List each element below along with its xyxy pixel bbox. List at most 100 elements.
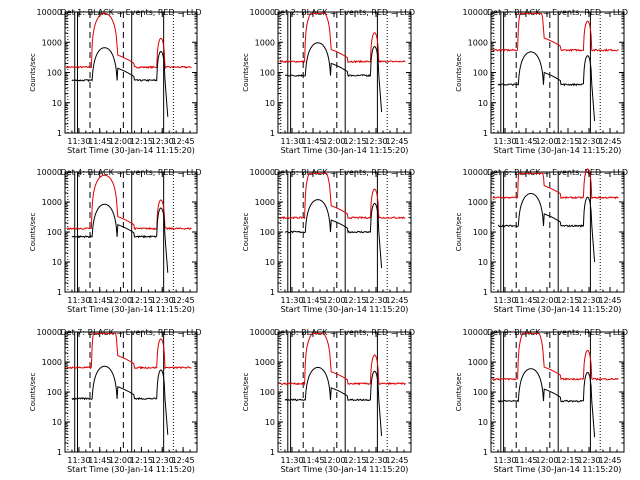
x-tick-label: 11:45	[514, 137, 537, 146]
plot-frame	[490, 11, 625, 134]
x-tick-label: 12:00	[109, 137, 132, 146]
chart-panel-6: 1 10 100 1000 10000 11:3011:4512:0012:1512:30…	[455, 168, 628, 314]
y-tick-label: 1000	[468, 358, 488, 367]
y-tick-label: 100	[260, 69, 275, 78]
chart-panel-9: 1 10 100 1000 10000 11:3011:4512:0012:1512:30…	[455, 328, 628, 474]
x-tick-label: 11:30	[280, 296, 303, 305]
x-tick-label: 12:30	[151, 137, 174, 146]
y-tick-label: 1	[270, 129, 275, 138]
x-tick-label: 12:45	[172, 296, 195, 305]
x-tick-label: 12:30	[577, 456, 600, 465]
x-tick-label: 11:45	[301, 137, 324, 146]
x-tick-label: 12:30	[577, 296, 600, 305]
events-series-line	[285, 42, 383, 112]
y-tick-label: 10000	[37, 328, 62, 337]
chart-panel-2: 1 10 100 1000 10000 11:3011:4512:0012:1512:30…	[242, 8, 415, 155]
chart-title: Det 4: BLACK = Events, RED = LLD	[61, 168, 202, 177]
y-axis-label: Counts/sec	[455, 213, 463, 252]
chart-panel-1: 1 10 100 1000 10000 11:3011:4512:0012:1512:30…	[29, 8, 201, 155]
y-axis-label: Counts/sec	[455, 53, 463, 92]
x-tick-label: 11:30	[280, 137, 303, 146]
chart-title: Det 8: BLACK = Events, RED = LLD	[274, 328, 415, 337]
chart-title: Det 2: BLACK = Events, RED = LLD	[274, 8, 415, 17]
events-series-line	[497, 368, 596, 438]
x-tick-label: 12:15	[556, 456, 579, 465]
x-tick-label: 11:45	[514, 296, 537, 305]
events-series-line	[284, 366, 383, 436]
lld-series-line	[66, 332, 192, 370]
lld-series-line	[65, 12, 192, 70]
y-tick-label: 1000	[468, 198, 488, 207]
y-tick-label: 10	[265, 258, 275, 267]
chart-panel-8: 1 10 100 1000 10000 11:3011:4512:0012:1512:30…	[242, 328, 415, 474]
y-tick-label: 10	[52, 418, 62, 427]
events-series-line	[71, 47, 169, 117]
x-tick-label: 12:15	[343, 137, 366, 146]
x-tick-label: 12:45	[385, 137, 408, 146]
chart-title: Det 1: BLACK = Events, RED = LLD	[61, 8, 202, 17]
y-tick-label: 100	[473, 69, 488, 78]
y-tick-label: 1	[57, 288, 62, 297]
x-tick-label: 12:45	[172, 456, 195, 465]
events-series-line	[71, 365, 169, 435]
y-axis-label: Counts/sec	[455, 373, 463, 412]
y-tick-label: 10000	[463, 168, 488, 177]
y-tick-label: 10000	[37, 8, 62, 17]
x-tick-label: 12:45	[172, 137, 195, 146]
y-tick-label: 10000	[37, 168, 62, 177]
y-axis-label: Counts/sec	[242, 53, 250, 92]
x-tick-label: 12:15	[343, 296, 366, 305]
lld-series-line	[491, 332, 619, 381]
plot-frame	[277, 11, 412, 134]
x-tick-label: 11:45	[88, 296, 111, 305]
plot-frame	[490, 331, 625, 453]
x-tick-label: 12:15	[343, 456, 366, 465]
y-tick-label: 10000	[463, 8, 488, 17]
x-axis-label: Start Time (30-Jan-14 11:15:20)	[67, 465, 195, 474]
x-tick-label: 12:15	[556, 137, 579, 146]
y-tick-label: 1000	[42, 38, 62, 47]
y-tick-label: 10000	[250, 8, 275, 17]
y-tick-label: 1000	[42, 358, 62, 367]
x-axis-label: Start Time (30-Jan-14 11:15:20)	[494, 465, 622, 474]
y-axis-label: Counts/sec	[29, 373, 37, 412]
y-tick-label: 10	[52, 99, 62, 108]
y-tick-label: 1000	[42, 198, 62, 207]
lld-series-line	[279, 332, 406, 386]
y-tick-label: 10000	[463, 328, 488, 337]
y-axis-label: Counts/sec	[242, 373, 250, 412]
y-tick-label: 1000	[255, 38, 275, 47]
x-tick-label: 12:30	[151, 456, 174, 465]
y-tick-label: 100	[473, 388, 488, 397]
y-tick-label: 1	[57, 129, 62, 138]
x-tick-label: 12:45	[598, 137, 621, 146]
x-axis-label: Start Time (30-Jan-14 11:15:20)	[67, 305, 195, 314]
chart-title: Det 5: BLACK = Events, RED = LLD	[274, 168, 415, 177]
x-tick-label: 12:00	[322, 456, 345, 465]
y-tick-label: 100	[260, 388, 275, 397]
x-tick-label: 12:30	[364, 456, 387, 465]
x-axis-label: Start Time (30-Jan-14 11:15:20)	[67, 146, 195, 155]
y-tick-label: 10	[52, 258, 62, 267]
y-tick-label: 100	[260, 228, 275, 237]
x-tick-label: 12:00	[322, 296, 345, 305]
y-tick-label: 100	[47, 388, 62, 397]
y-tick-label: 10	[265, 99, 275, 108]
chart-panel-7: 1 10 100 1000 10000 11:3011:4512:0012:1512:30…	[29, 328, 201, 474]
y-tick-label: 10000	[250, 168, 275, 177]
x-tick-label: 12:30	[364, 137, 387, 146]
chart-title: Det 7: BLACK = Events, RED = LLD	[61, 328, 202, 337]
x-tick-label: 12:45	[598, 456, 621, 465]
x-tick-label: 12:15	[130, 137, 153, 146]
x-tick-label: 11:30	[67, 137, 90, 146]
x-tick-label: 12:45	[385, 296, 408, 305]
events-series-line	[497, 51, 596, 122]
y-tick-label: 100	[473, 228, 488, 237]
x-tick-label: 12:30	[577, 137, 600, 146]
y-axis-label: Counts/sec	[29, 213, 37, 252]
x-tick-label: 12:00	[535, 296, 558, 305]
x-tick-label: 12:45	[598, 296, 621, 305]
lld-series-line	[66, 174, 192, 231]
y-tick-label: 1000	[468, 38, 488, 47]
x-axis-label: Start Time (30-Jan-14 11:15:20)	[281, 146, 409, 155]
